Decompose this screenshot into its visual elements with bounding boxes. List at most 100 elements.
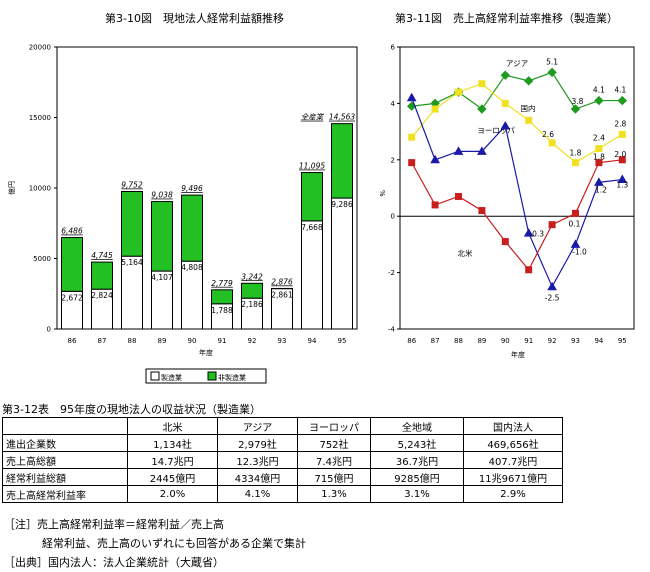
bar-total-label: 2,876 xyxy=(271,277,293,286)
bar-non-manufacturing xyxy=(301,172,323,222)
chart2-value-label: 5.1 xyxy=(546,57,558,66)
series-asia-point xyxy=(617,95,628,106)
chart2-value-label: 4.1 xyxy=(593,86,605,95)
chart2-plot-area xyxy=(399,46,635,330)
note-sample: 経常利益、売上高のいずれにも回答がある企業で集計 xyxy=(42,537,306,550)
table-cell: 752社 xyxy=(297,434,371,452)
series-europe-line xyxy=(411,97,623,289)
chart2-value-label: 4.1 xyxy=(614,86,626,95)
chart2-value-label: 2.0 xyxy=(614,150,626,159)
bar-non-manufacturing xyxy=(151,201,173,272)
bar-base-label: 2,186 xyxy=(241,300,263,309)
series-europe-point xyxy=(430,154,440,164)
bar-total-label: 9,496 xyxy=(181,184,203,193)
chart2-xtick-label: 87 xyxy=(431,337,440,345)
series-asia-point xyxy=(500,70,511,80)
series-north-america-point xyxy=(618,156,626,164)
series-north-america-point xyxy=(595,159,603,167)
series-domestic-point xyxy=(618,130,626,138)
series-asia-line xyxy=(411,71,623,110)
table-row: 経常利益総額 2445億円 4334億円 715億円 9285億円 11兆967… xyxy=(2,468,563,486)
legend-mfg-swatch xyxy=(150,371,160,381)
bar-base-label: 4,107 xyxy=(151,273,173,282)
table-cell: 715億円 xyxy=(297,468,371,486)
series-domestic-point xyxy=(525,116,533,124)
chart2-value-label: 1.3 xyxy=(616,181,628,190)
series-domestic-line xyxy=(411,82,623,164)
table-row: 進出企業数 1,134社 2,979社 752社 5,243社 469,656社 xyxy=(2,434,563,452)
chart2-ytick-label: 4 xyxy=(391,100,396,108)
series-asia-point xyxy=(477,104,487,114)
bar-base-label: 2,672 xyxy=(61,293,83,302)
chart2-ytick-label: -4 xyxy=(388,326,396,334)
table-cell: 2.9% xyxy=(463,485,563,503)
table-cell: 12.3兆円 xyxy=(217,451,298,469)
table-cell: 1,134社 xyxy=(127,434,218,452)
header-cell: 北米 xyxy=(127,417,218,435)
table-cell: 4334億円 xyxy=(217,468,298,486)
chart1-xtick-label: 92 xyxy=(248,337,257,345)
chart1-annotation: 全産業 xyxy=(301,113,325,122)
chart2-xtick-label: 88 xyxy=(454,337,463,345)
chart2-xtick-label: 94 xyxy=(594,337,603,345)
series-europe-label: ヨーロッパ xyxy=(477,126,515,135)
header-cell: ヨーロッパ xyxy=(297,417,371,435)
chart2-title: 第3-11図 売上高経常利益率推移（製造業） xyxy=(395,11,618,25)
chart1-xtick-label: 93 xyxy=(278,337,287,345)
chart2-ytick-label: 6 xyxy=(391,44,396,52)
legend-mfg-label: 製造業 xyxy=(161,373,182,382)
chart1-xtick-label: 86 xyxy=(68,337,77,345)
series-north-america-point xyxy=(572,209,579,217)
chart1-ytick-label: 0 xyxy=(47,326,51,334)
chart2-value-label: 2.8 xyxy=(614,119,626,128)
summary-table: 北米 アジア ヨーロッパ 全地域 国内法人 進出企業数 1,134社 2,979… xyxy=(2,417,563,503)
table-cell: 11兆9671億円 xyxy=(463,468,563,486)
series-europe-point xyxy=(570,239,581,248)
chart1-xlabel: 年度 xyxy=(199,348,213,357)
table-header-row: 北米 アジア ヨーロッパ 全地域 国内法人 xyxy=(2,417,563,435)
series-domestic-point xyxy=(455,88,462,96)
bar-total-label: 6,486 xyxy=(61,227,83,236)
series-europe-point xyxy=(500,120,511,130)
legend-nonmfg-label: 非製造業 xyxy=(218,373,246,382)
bar-total-label: 3,242 xyxy=(241,272,263,281)
chart1-xtick-label: 94 xyxy=(308,337,317,345)
chart1-xtick-label: 90 xyxy=(188,337,197,345)
table-cell: 469,656社 xyxy=(463,434,563,452)
table-cell: 1.3% xyxy=(297,485,371,503)
bar-non-manufacturing xyxy=(61,237,83,292)
bar-non-manufacturing xyxy=(331,123,353,199)
series-domestic-point xyxy=(408,133,416,141)
row-label: 経常利益総額 xyxy=(2,468,128,486)
chart1-xtick-label: 91 xyxy=(218,337,227,345)
chart2-xtick-label: 90 xyxy=(501,337,510,345)
series-domestic-point xyxy=(501,99,509,107)
table-cell: 9285億円 xyxy=(370,468,464,486)
chart2-ytick-label: 2 xyxy=(391,156,395,164)
header-cell xyxy=(2,417,128,435)
series-asia-point xyxy=(594,95,604,106)
series-north-america-point xyxy=(525,266,533,274)
table-cell: 407.7兆円 xyxy=(463,451,563,469)
series-europe-point xyxy=(617,174,628,184)
chart1-ylabel: 億円 xyxy=(7,181,16,195)
bar-total-label: 2,779 xyxy=(211,279,233,288)
series-asia-point xyxy=(523,76,534,86)
chart2-ytick-label: 0 xyxy=(391,213,395,221)
header-cell: 全地域 xyxy=(370,417,464,435)
chart2-ytick-label: -2 xyxy=(388,269,395,277)
bar-base-label: 7,668 xyxy=(301,223,323,232)
series-asia-label: アジア xyxy=(506,59,528,68)
series-europe-point xyxy=(406,92,417,102)
table-cell: 2445億円 xyxy=(127,468,218,486)
header-cell: アジア xyxy=(217,417,298,435)
bar-total-label: 9,038 xyxy=(151,191,173,200)
bar-non-manufacturing xyxy=(91,261,113,290)
bar-base-label: 9,286 xyxy=(331,200,353,209)
table-cell: 2,979社 xyxy=(217,434,298,452)
chart-profit-amount: 第3-10図 現地法人経常利益額推移 億円 年度 0 5000 10000 15000… xyxy=(7,11,358,384)
chart2-xtick-label: 89 xyxy=(477,337,486,345)
bar-non-manufacturing xyxy=(181,194,203,262)
bar-total-label: 9,752 xyxy=(121,180,143,189)
chart2-xtick-label: 93 xyxy=(571,337,580,345)
